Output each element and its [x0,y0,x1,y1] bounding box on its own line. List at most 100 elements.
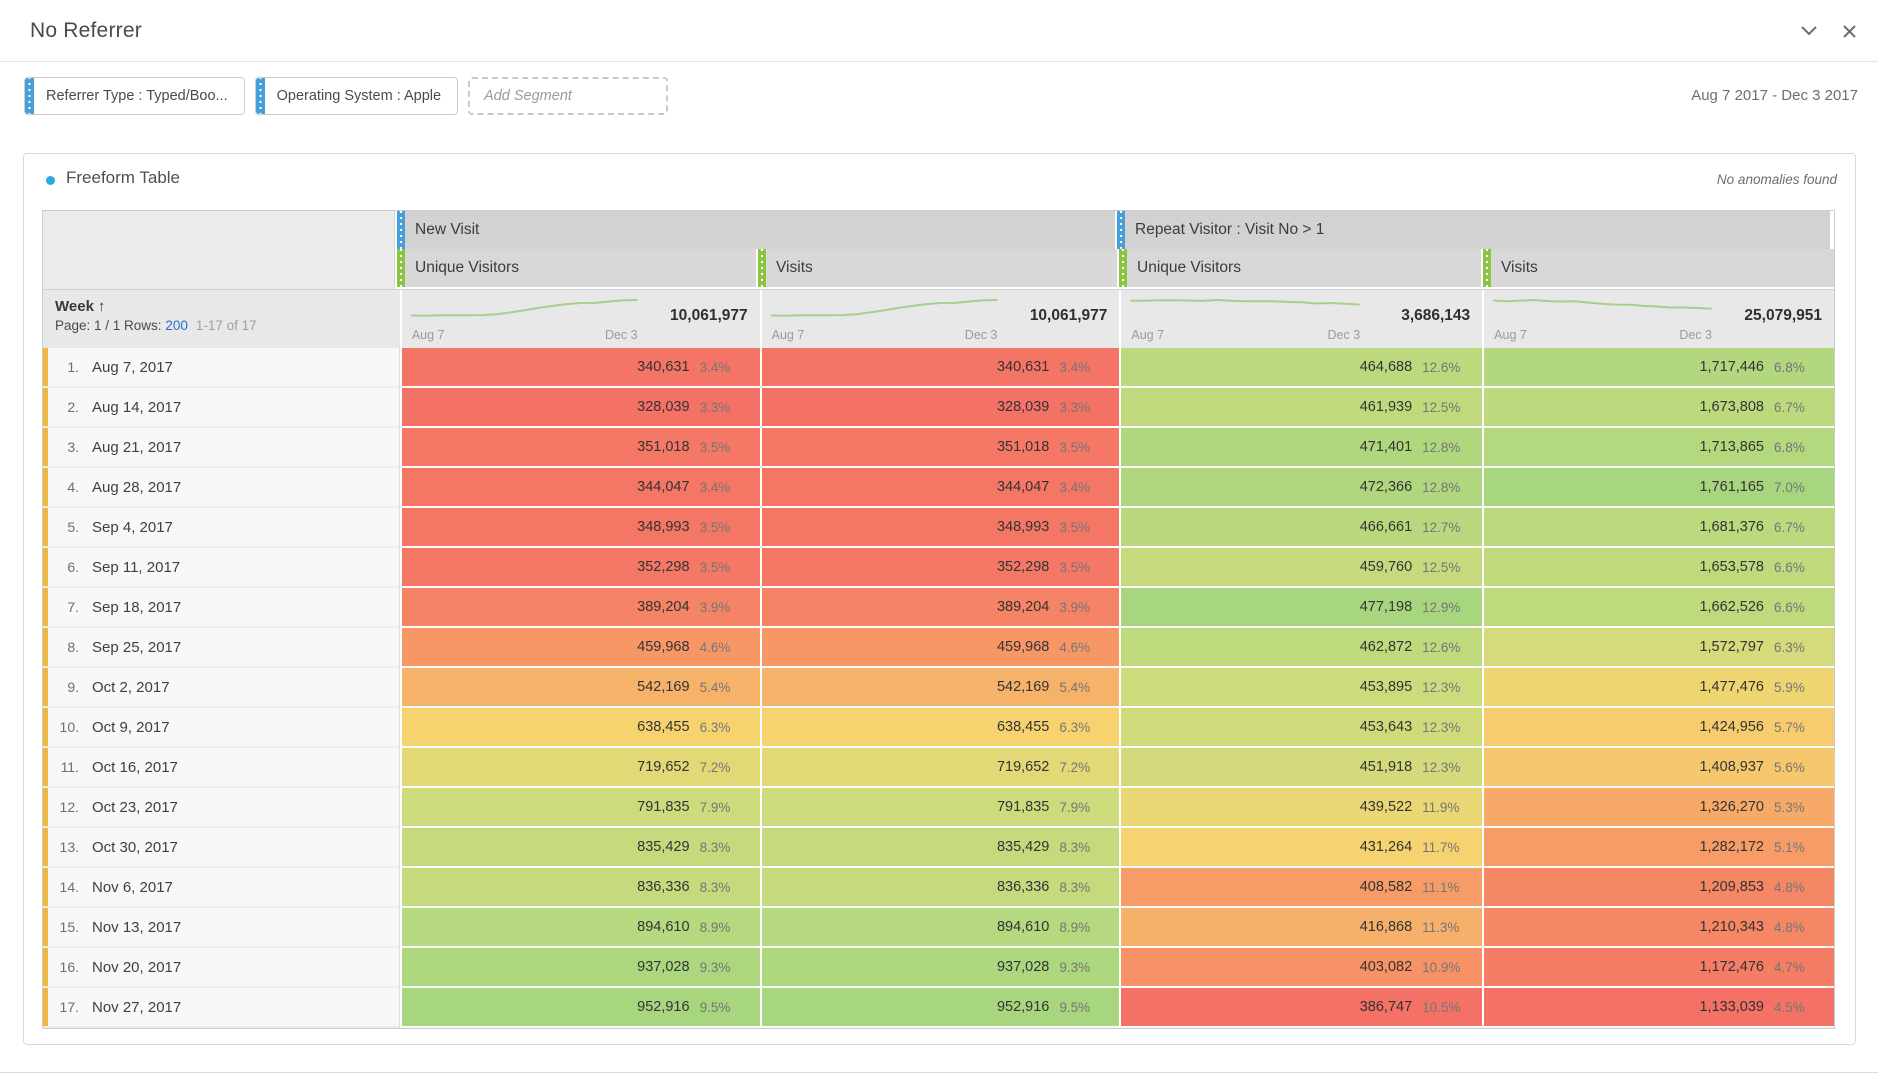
data-cell-r5-c4[interactable]: 1,681,376 6.7% [1482,508,1834,548]
data-cell-r13-c3[interactable]: 431,264 11.7% [1119,828,1483,868]
data-cell-r6-c4[interactable]: 1,653,578 6.6% [1482,548,1834,588]
row-header-14[interactable]: 14. Nov 6, 2017 [43,868,400,908]
column-total-cell-2[interactable]: Aug 7 Dec 3 3,686,143 [1119,290,1482,348]
data-cell-r9-c1[interactable]: 542,169 5.4% [399,668,760,708]
data-cell-r5-c2[interactable]: 348,993 3.5% [759,508,1120,548]
row-header-4[interactable]: 4. Aug 28, 2017 [43,468,400,508]
data-cell-r15-c4[interactable]: 1,210,343 4.8% [1482,908,1834,948]
row-header-13[interactable]: 13. Oct 30, 2017 [43,828,400,868]
data-cell-r3-c2[interactable]: 351,018 3.5% [759,428,1120,468]
chevron-down-icon[interactable] [1798,20,1820,42]
metric-column-header-2[interactable]: Unique Visitors [1117,249,1481,287]
data-cell-r15-c1[interactable]: 894,610 8.9% [399,908,760,948]
data-cell-r11-c2[interactable]: 719,652 7.2% [759,748,1120,788]
data-cell-r16-c1[interactable]: 937,028 9.3% [399,948,760,988]
row-header-17[interactable]: 17. Nov 27, 2017 [43,988,400,1028]
data-cell-r11-c3[interactable]: 451,918 12.3% [1119,748,1483,788]
sort-ascending-icon[interactable]: ↑ [97,298,106,315]
data-cell-r12-c2[interactable]: 791,835 7.9% [759,788,1120,828]
data-cell-r17-c4[interactable]: 1,133,039 4.5% [1482,988,1834,1028]
row-header-9[interactable]: 9. Oct 2, 2017 [43,668,400,708]
data-cell-r9-c3[interactable]: 453,895 12.3% [1119,668,1483,708]
data-cell-r14-c1[interactable]: 836,336 8.3% [399,868,760,908]
rows-per-page-link[interactable]: 200 [165,318,188,333]
data-cell-r6-c3[interactable]: 459,760 12.5% [1119,548,1483,588]
data-cell-r10-c3[interactable]: 453,643 12.3% [1119,708,1483,748]
data-cell-r2-c3[interactable]: 461,939 12.5% [1119,388,1483,428]
column-group-header-0[interactable]: New Visit [395,211,1115,249]
data-cell-r7-c2[interactable]: 389,204 3.9% [759,588,1120,628]
row-header-11[interactable]: 11. Oct 16, 2017 [43,748,400,788]
data-cell-r1-c1[interactable]: 340,631 3.4% [399,348,760,388]
row-header-8[interactable]: 8. Sep 25, 2017 [43,628,400,668]
data-cell-r12-c1[interactable]: 791,835 7.9% [399,788,760,828]
data-cell-r14-c4[interactable]: 1,209,853 4.8% [1482,868,1834,908]
row-header-12[interactable]: 12. Oct 23, 2017 [43,788,400,828]
data-cell-r11-c1[interactable]: 719,652 7.2% [399,748,760,788]
data-cell-r1-c4[interactable]: 1,717,446 6.8% [1482,348,1834,388]
data-cell-r17-c1[interactable]: 952,916 9.5% [399,988,760,1028]
column-total-cell-1[interactable]: Aug 7 Dec 3 10,061,977 [759,290,1120,348]
data-cell-r8-c3[interactable]: 462,872 12.6% [1119,628,1483,668]
data-cell-r16-c4[interactable]: 1,172,476 4.7% [1482,948,1834,988]
row-header-16[interactable]: 16. Nov 20, 2017 [43,948,400,988]
row-header-5[interactable]: 5. Sep 4, 2017 [43,508,400,548]
row-header-3[interactable]: 3. Aug 21, 2017 [43,428,400,468]
row-header-15[interactable]: 15. Nov 13, 2017 [43,908,400,948]
data-cell-r10-c2[interactable]: 638,455 6.3% [759,708,1120,748]
data-cell-r4-c4[interactable]: 1,761,165 7.0% [1482,468,1834,508]
data-cell-r14-c2[interactable]: 836,336 8.3% [759,868,1120,908]
data-cell-r12-c3[interactable]: 439,522 11.9% [1119,788,1483,828]
data-cell-r8-c1[interactable]: 459,968 4.6% [399,628,760,668]
data-cell-r17-c3[interactable]: 386,747 10.5% [1119,988,1483,1028]
row-header-6[interactable]: 6. Sep 11, 2017 [43,548,400,588]
data-cell-r3-c3[interactable]: 471,401 12.8% [1119,428,1483,468]
data-cell-r12-c4[interactable]: 1,326,270 5.3% [1482,788,1834,828]
data-cell-r2-c2[interactable]: 328,039 3.3% [759,388,1120,428]
data-cell-r11-c4[interactable]: 1,408,937 5.6% [1482,748,1834,788]
row-header-2[interactable]: 2. Aug 14, 2017 [43,388,400,428]
data-cell-r6-c2[interactable]: 352,298 3.5% [759,548,1120,588]
data-cell-r16-c2[interactable]: 937,028 9.3% [759,948,1120,988]
column-total-cell-3[interactable]: Aug 7 Dec 3 25,079,951 [1482,290,1834,348]
data-cell-r13-c1[interactable]: 835,429 8.3% [399,828,760,868]
data-cell-r5-c3[interactable]: 466,661 12.7% [1119,508,1483,548]
data-cell-r3-c4[interactable]: 1,713,865 6.8% [1482,428,1834,468]
data-cell-r2-c1[interactable]: 328,039 3.3% [399,388,760,428]
row-header-10[interactable]: 10. Oct 9, 2017 [43,708,400,748]
metric-column-header-1[interactable]: Visits [756,249,1117,287]
segment-chip-1[interactable]: Operating System : Apple [254,77,459,115]
data-cell-r4-c1[interactable]: 344,047 3.4% [399,468,760,508]
data-cell-r3-c1[interactable]: 351,018 3.5% [399,428,760,468]
data-cell-r7-c1[interactable]: 389,204 3.9% [399,588,760,628]
data-cell-r4-c2[interactable]: 344,047 3.4% [759,468,1120,508]
data-cell-r7-c4[interactable]: 1,662,526 6.6% [1482,588,1834,628]
data-cell-r8-c4[interactable]: 1,572,797 6.3% [1482,628,1834,668]
data-cell-r10-c4[interactable]: 1,424,956 5.7% [1482,708,1834,748]
row-header-7[interactable]: 7. Sep 18, 2017 [43,588,400,628]
data-cell-r5-c1[interactable]: 348,993 3.5% [399,508,760,548]
data-cell-r15-c2[interactable]: 894,610 8.9% [759,908,1120,948]
column-group-header-1[interactable]: Repeat Visitor : Visit No > 1 [1115,211,1830,249]
data-cell-r1-c2[interactable]: 340,631 3.4% [759,348,1120,388]
data-cell-r4-c3[interactable]: 472,366 12.8% [1119,468,1483,508]
data-cell-r7-c3[interactable]: 477,198 12.9% [1119,588,1483,628]
data-cell-r2-c4[interactable]: 1,673,808 6.7% [1482,388,1834,428]
segment-chip-0[interactable]: Referrer Type : Typed/Boo... [24,77,245,115]
column-total-cell-0[interactable]: Aug 7 Dec 3 10,061,977 [399,290,760,348]
close-icon[interactable] [1838,20,1860,42]
data-cell-r16-c3[interactable]: 403,082 10.9% [1119,948,1483,988]
data-cell-r13-c4[interactable]: 1,282,172 5.1% [1482,828,1834,868]
data-cell-r17-c2[interactable]: 952,916 9.5% [759,988,1120,1028]
metric-column-header-0[interactable]: Unique Visitors [395,249,756,287]
data-cell-r6-c1[interactable]: 352,298 3.5% [399,548,760,588]
date-range[interactable]: Aug 7 2017 - Dec 3 2017 [1691,87,1858,104]
data-cell-r9-c4[interactable]: 1,477,476 5.9% [1482,668,1834,708]
data-cell-r10-c1[interactable]: 638,455 6.3% [399,708,760,748]
row-header-1[interactable]: 1. Aug 7, 2017 [43,348,400,388]
data-cell-r9-c2[interactable]: 542,169 5.4% [759,668,1120,708]
data-cell-r8-c2[interactable]: 459,968 4.6% [759,628,1120,668]
metric-column-header-3[interactable]: Visits [1481,249,1834,287]
add-segment-dropzone[interactable]: Add Segment [468,77,669,115]
data-cell-r14-c3[interactable]: 408,582 11.1% [1119,868,1483,908]
